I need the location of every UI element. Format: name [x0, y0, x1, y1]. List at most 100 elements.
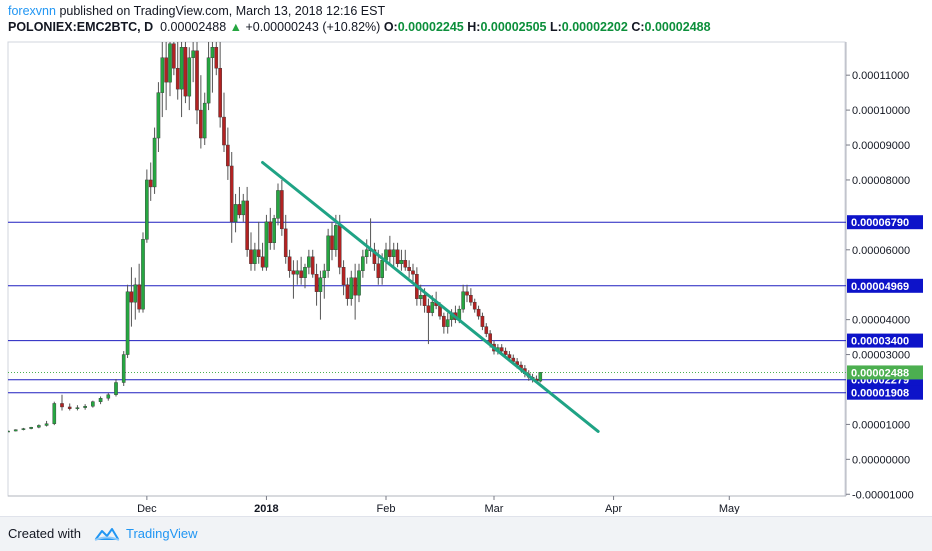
candle-up [179, 47, 184, 90]
candle-down [469, 294, 473, 303]
level-label-box [847, 215, 923, 230]
candle-down [376, 263, 381, 278]
candle-up [202, 102, 207, 139]
candle-down [299, 270, 303, 278]
candle-up [445, 319, 450, 327]
y-tick-label: 0.00011000 [852, 70, 909, 82]
y-tick-label: 0.00009000 [852, 140, 910, 152]
candle-down [237, 204, 242, 216]
x-tick-label: 2018 [254, 503, 278, 514]
candle-down [175, 67, 180, 90]
candle-up [191, 50, 195, 58]
candle-down [226, 144, 230, 167]
candle-up [8, 430, 10, 433]
candle-up [133, 284, 138, 303]
candle-up [272, 218, 276, 244]
candle-up [156, 92, 161, 139]
open-label: O: [383, 20, 398, 34]
candle-down [480, 315, 485, 327]
author-link[interactable]: forexvnn [8, 4, 56, 18]
candle-down [310, 256, 315, 275]
candle-down [291, 270, 296, 275]
candle-down [256, 249, 261, 257]
candle-up [37, 425, 41, 428]
candle-down [137, 284, 141, 310]
candle-down [442, 315, 446, 327]
candles-group [8, 42, 543, 433]
y-tick-label: 0.00001000 [852, 419, 910, 431]
candle-down [407, 267, 411, 271]
candle-up [210, 47, 215, 58]
candle-up [357, 270, 361, 296]
candle-down [422, 294, 427, 306]
candle-down [403, 260, 408, 268]
candle-up [233, 204, 238, 223]
candle-up [21, 428, 26, 430]
candle-up [98, 398, 103, 402]
tradingview-cloud-icon[interactable] [94, 526, 120, 542]
candle-down [222, 116, 226, 146]
candle-up [334, 225, 338, 250]
close-value: 0.00002488 [644, 20, 711, 34]
candle-down [260, 256, 265, 268]
candle-up [160, 57, 165, 93]
y-tick-label: 0.00010000 [852, 105, 910, 117]
candle-up [106, 394, 111, 399]
level-label-text: 0.00003400 [851, 336, 909, 348]
change-text: +0.00000243 (+10.82%) [245, 20, 381, 34]
candle-down [245, 200, 249, 250]
created-with-text: Created with [8, 526, 81, 541]
candle-down [426, 305, 431, 313]
candle-up [141, 239, 145, 310]
footer-bar: Created with TradingView [0, 516, 932, 551]
level-label-box [847, 385, 923, 400]
candle-down [330, 235, 334, 250]
x-tick-label: Mar [485, 503, 504, 514]
publish-line: forexvnn published on TradingView.com, M… [8, 4, 385, 18]
close-label: C: [631, 20, 645, 34]
descending-trendline[interactable] [261, 160, 600, 433]
candle-up [349, 277, 354, 299]
candle-up [430, 301, 435, 313]
symbol-label: POLONIEX:EMC2BTC, D [8, 20, 154, 34]
level-label-box [847, 278, 923, 293]
candle-up [13, 429, 18, 432]
candle-up [326, 235, 330, 271]
candle-up [187, 57, 192, 97]
last-price-text: 0.00002488 [160, 20, 227, 34]
candle-down [507, 354, 512, 359]
y-tick-label: 0.00008000 [852, 175, 910, 187]
candle-up [303, 267, 307, 278]
candle-up [538, 372, 543, 382]
ohlc-line: POLONIEX:EMC2BTC, D 0.00002488 ▲ +0.0000… [8, 20, 711, 34]
candle-up [307, 256, 311, 268]
candle-up [52, 403, 57, 424]
x-tick-label: Dec [137, 503, 157, 514]
candle-up [322, 270, 327, 278]
x-tick-label: Apr [605, 503, 622, 514]
candlestick-chart[interactable]: 0.00011000 0.00010000 0.00009000 0.00008000… [0, 40, 932, 515]
candle-down [499, 347, 504, 352]
candle-up [29, 427, 33, 429]
candle-up [295, 270, 300, 275]
chart-area[interactable]: 0.00011000 0.00010000 0.00009000 0.00008000… [0, 40, 932, 515]
candle-up [75, 407, 80, 409]
level-label-text: 0.00006790 [851, 217, 909, 229]
level-label-text: 0.00001908 [851, 388, 909, 400]
candle-down [353, 277, 357, 296]
candle-up [114, 382, 118, 395]
high-label: H: [467, 20, 481, 34]
open-value: 0.00002245 [397, 20, 464, 34]
chart-header: forexvnn published on TradingView.com, M… [0, 0, 932, 40]
candle-up [318, 277, 323, 292]
published-text: published on TradingView.com, March 13, … [59, 4, 386, 18]
candle-up [241, 200, 246, 216]
candle-up [121, 354, 126, 383]
y-tick-label: -0.00001000 [852, 489, 914, 501]
candle-down [395, 249, 400, 264]
candle-up [361, 256, 365, 271]
tradingview-brand-link[interactable]: TradingView [126, 526, 198, 541]
candle-down [345, 284, 350, 299]
candle-down [503, 350, 508, 355]
candle-down [218, 67, 222, 118]
